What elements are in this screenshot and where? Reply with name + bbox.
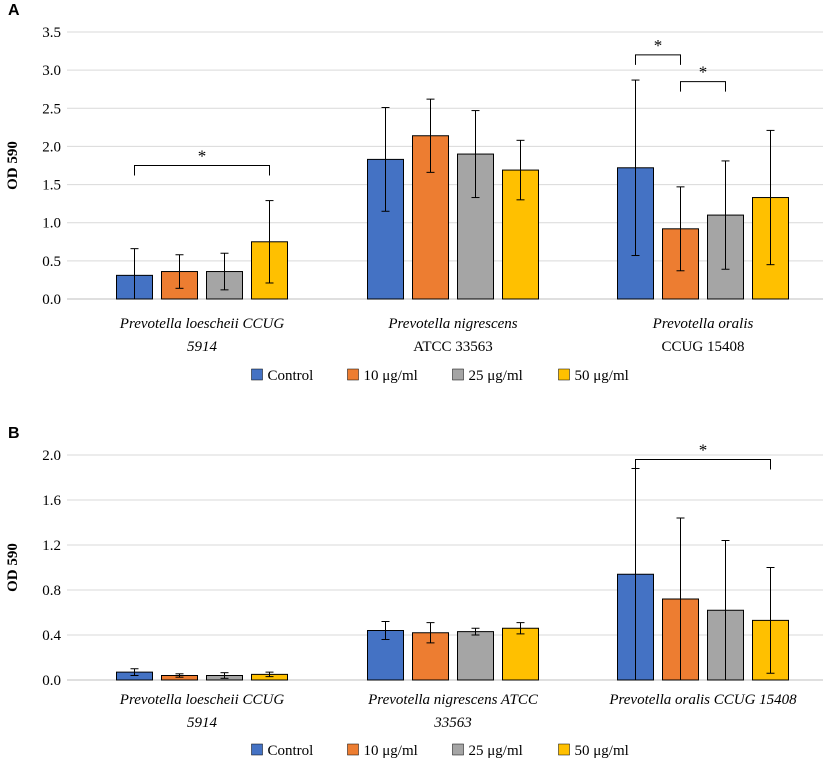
y-axis-title: OD 590 — [5, 141, 21, 190]
significance-bracket — [635, 54, 681, 65]
legend-swatch — [347, 743, 359, 756]
category-label: 5914 — [187, 339, 218, 355]
category-label: Prevotella nigrescens — [387, 316, 517, 332]
y-tick-label: 2.0 — [42, 139, 61, 155]
y-tick-label: 2.0 — [42, 448, 61, 464]
legend-swatch — [251, 743, 263, 756]
significance-star: * — [699, 63, 708, 82]
y-tick-label: 1.2 — [42, 538, 61, 554]
panel-label: A — [8, 2, 20, 19]
category-label: Prevotella oralis CCUG 15408 — [608, 692, 797, 708]
legend-label: 10 μg/ml — [364, 743, 418, 759]
panel-a: A OD 590 0.0 0.5 1.0 1.5 2.0 2.5 3.0 3.5 Prevotell… — [5, 2, 823, 384]
legend-swatch — [347, 368, 359, 381]
legend-swatch — [558, 743, 570, 756]
y-tick-label: 3.0 — [42, 63, 61, 79]
significance-bracket — [134, 165, 270, 176]
category-label: 33563 — [433, 715, 472, 731]
significance-bracket — [680, 81, 726, 92]
legend-label: 25 μg/ml — [469, 743, 523, 759]
legend-label: Control — [268, 743, 314, 759]
category-label: Prevotella oralis — [652, 316, 754, 332]
y-axis-title: OD 590 — [5, 543, 21, 592]
legend-label: 25 μg/ml — [469, 368, 523, 384]
category-label: Prevotella loescheii CCUG — [119, 316, 285, 332]
significance-star: * — [198, 147, 207, 166]
y-tick-label: 2.5 — [42, 101, 61, 117]
panel-b: B OD 590 0.0 0.4 0.8 1.2 1.6 2.0 Prevotella loes… — [5, 425, 823, 759]
category-label: 5914 — [187, 715, 218, 731]
category-label: Prevotella nigrescens ATCC — [367, 692, 539, 708]
legend-swatch — [251, 368, 263, 381]
legend-swatch — [452, 368, 464, 381]
panel-label: B — [8, 425, 20, 442]
significance-bracket — [635, 459, 771, 470]
y-tick-label: 1.0 — [42, 216, 61, 232]
legend-label: 50 μg/ml — [575, 368, 629, 384]
significance-star: * — [654, 36, 663, 55]
y-tick-label: 0.5 — [42, 254, 61, 270]
y-tick-label: 0.0 — [42, 292, 61, 308]
y-tick-label: 0.0 — [42, 673, 61, 689]
y-tick-label: 3.5 — [42, 25, 61, 41]
category-label: Prevotella loescheii CCUG — [119, 692, 285, 708]
legend-label: 50 μg/ml — [575, 743, 629, 759]
y-tick-label: 1.6 — [42, 493, 61, 509]
legend-label: 10 μg/ml — [364, 368, 418, 384]
legend-label: Control — [268, 368, 314, 384]
significance-star: * — [699, 441, 708, 460]
legend-swatch — [558, 368, 570, 381]
bar-25-g-ml-cat1 — [457, 631, 494, 681]
y-tick-label: 0.8 — [42, 583, 61, 599]
bar-50-g-ml-cat1 — [502, 627, 539, 681]
legend-swatch — [452, 743, 464, 756]
y-tick-label: 1.5 — [42, 178, 61, 194]
y-tick-label: 0.4 — [42, 628, 61, 644]
category-label: ATCC 33563 — [413, 339, 493, 355]
category-label: CCUG 15408 — [662, 339, 745, 355]
